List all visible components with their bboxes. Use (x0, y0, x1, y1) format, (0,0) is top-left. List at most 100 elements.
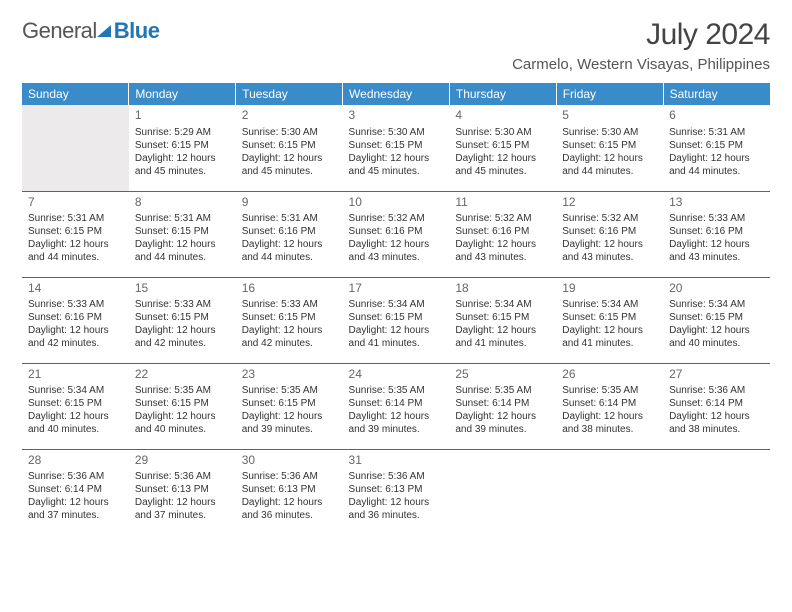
day-number: 14 (28, 281, 123, 297)
daylight-line: Daylight: 12 hours and 41 minutes. (455, 324, 550, 350)
sunset-line: Sunset: 6:15 PM (28, 397, 123, 410)
calendar-row: 21Sunrise: 5:34 AMSunset: 6:15 PMDayligh… (22, 363, 770, 449)
day-number: 22 (135, 367, 230, 383)
sunrise-line: Sunrise: 5:30 AM (455, 126, 550, 139)
day-number: 17 (349, 281, 444, 297)
daylight-line: Daylight: 12 hours and 38 minutes. (669, 410, 764, 436)
calendar-cell: 13Sunrise: 5:33 AMSunset: 6:16 PMDayligh… (663, 191, 770, 277)
calendar-cell: 18Sunrise: 5:34 AMSunset: 6:15 PMDayligh… (449, 277, 556, 363)
logo-triangle-icon (97, 25, 111, 37)
brand-part1: General (22, 18, 97, 44)
calendar-cell: 6Sunrise: 5:31 AMSunset: 6:15 PMDaylight… (663, 105, 770, 191)
day-number: 18 (455, 281, 550, 297)
daylight-line: Daylight: 12 hours and 41 minutes. (562, 324, 657, 350)
sunset-line: Sunset: 6:13 PM (349, 483, 444, 496)
calendar-cell: 24Sunrise: 5:35 AMSunset: 6:14 PMDayligh… (343, 363, 450, 449)
daylight-line: Daylight: 12 hours and 43 minutes. (669, 238, 764, 264)
daylight-line: Daylight: 12 hours and 43 minutes. (349, 238, 444, 264)
sunrise-line: Sunrise: 5:33 AM (669, 212, 764, 225)
calendar-cell (663, 449, 770, 535)
calendar-cell: 30Sunrise: 5:36 AMSunset: 6:13 PMDayligh… (236, 449, 343, 535)
sunrise-line: Sunrise: 5:31 AM (28, 212, 123, 225)
calendar-cell: 26Sunrise: 5:35 AMSunset: 6:14 PMDayligh… (556, 363, 663, 449)
sunset-line: Sunset: 6:15 PM (135, 397, 230, 410)
calendar-cell: 3Sunrise: 5:30 AMSunset: 6:15 PMDaylight… (343, 105, 450, 191)
calendar-cell: 22Sunrise: 5:35 AMSunset: 6:15 PMDayligh… (129, 363, 236, 449)
calendar-cell (449, 449, 556, 535)
sunset-line: Sunset: 6:14 PM (562, 397, 657, 410)
calendar-cell: 31Sunrise: 5:36 AMSunset: 6:13 PMDayligh… (343, 449, 450, 535)
sunrise-line: Sunrise: 5:35 AM (242, 384, 337, 397)
day-number: 13 (669, 195, 764, 211)
page-title: July 2024 (512, 18, 770, 52)
sunset-line: Sunset: 6:16 PM (349, 225, 444, 238)
sunrise-line: Sunrise: 5:30 AM (242, 126, 337, 139)
weekday-header: Wednesday (343, 83, 450, 105)
daylight-line: Daylight: 12 hours and 39 minutes. (349, 410, 444, 436)
sunrise-line: Sunrise: 5:30 AM (349, 126, 444, 139)
header: GeneralBlue July 2024 Carmelo, Western V… (22, 18, 770, 73)
daylight-line: Daylight: 12 hours and 43 minutes. (562, 238, 657, 264)
daylight-line: Daylight: 12 hours and 40 minutes. (28, 410, 123, 436)
day-number: 31 (349, 453, 444, 469)
daylight-line: Daylight: 12 hours and 42 minutes. (28, 324, 123, 350)
weekday-header-row: Sunday Monday Tuesday Wednesday Thursday… (22, 83, 770, 105)
sunrise-line: Sunrise: 5:34 AM (562, 298, 657, 311)
sunset-line: Sunset: 6:13 PM (242, 483, 337, 496)
sunset-line: Sunset: 6:15 PM (455, 311, 550, 324)
day-number: 10 (349, 195, 444, 211)
sunset-line: Sunset: 6:15 PM (562, 311, 657, 324)
sunset-line: Sunset: 6:16 PM (242, 225, 337, 238)
sunrise-line: Sunrise: 5:36 AM (349, 470, 444, 483)
calendar-cell: 20Sunrise: 5:34 AMSunset: 6:15 PMDayligh… (663, 277, 770, 363)
calendar-table: Sunday Monday Tuesday Wednesday Thursday… (22, 83, 770, 535)
daylight-line: Daylight: 12 hours and 42 minutes. (242, 324, 337, 350)
daylight-line: Daylight: 12 hours and 43 minutes. (455, 238, 550, 264)
location-subtitle: Carmelo, Western Visayas, Philippines (512, 56, 770, 73)
sunrise-line: Sunrise: 5:36 AM (242, 470, 337, 483)
calendar-cell: 27Sunrise: 5:36 AMSunset: 6:14 PMDayligh… (663, 363, 770, 449)
sunset-line: Sunset: 6:15 PM (669, 311, 764, 324)
calendar-row: 1Sunrise: 5:29 AMSunset: 6:15 PMDaylight… (22, 105, 770, 191)
calendar-cell: 1Sunrise: 5:29 AMSunset: 6:15 PMDaylight… (129, 105, 236, 191)
sunset-line: Sunset: 6:13 PM (135, 483, 230, 496)
sunset-line: Sunset: 6:16 PM (455, 225, 550, 238)
calendar-cell: 11Sunrise: 5:32 AMSunset: 6:16 PMDayligh… (449, 191, 556, 277)
weekday-header: Monday (129, 83, 236, 105)
day-number: 28 (28, 453, 123, 469)
sunset-line: Sunset: 6:15 PM (28, 225, 123, 238)
daylight-line: Daylight: 12 hours and 42 minutes. (135, 324, 230, 350)
calendar-cell: 5Sunrise: 5:30 AMSunset: 6:15 PMDaylight… (556, 105, 663, 191)
sunrise-line: Sunrise: 5:31 AM (135, 212, 230, 225)
calendar-cell (22, 105, 129, 191)
daylight-line: Daylight: 12 hours and 45 minutes. (135, 152, 230, 178)
sunset-line: Sunset: 6:15 PM (349, 311, 444, 324)
day-number: 25 (455, 367, 550, 383)
day-number: 23 (242, 367, 337, 383)
day-number: 30 (242, 453, 337, 469)
calendar-cell: 19Sunrise: 5:34 AMSunset: 6:15 PMDayligh… (556, 277, 663, 363)
sunset-line: Sunset: 6:15 PM (562, 139, 657, 152)
sunrise-line: Sunrise: 5:33 AM (28, 298, 123, 311)
weekday-header: Saturday (663, 83, 770, 105)
weekday-header: Sunday (22, 83, 129, 105)
calendar-row: 7Sunrise: 5:31 AMSunset: 6:15 PMDaylight… (22, 191, 770, 277)
sunrise-line: Sunrise: 5:35 AM (135, 384, 230, 397)
day-number: 27 (669, 367, 764, 383)
sunset-line: Sunset: 6:15 PM (242, 311, 337, 324)
sunrise-line: Sunrise: 5:32 AM (562, 212, 657, 225)
calendar-cell: 4Sunrise: 5:30 AMSunset: 6:15 PMDaylight… (449, 105, 556, 191)
sunset-line: Sunset: 6:15 PM (455, 139, 550, 152)
calendar-cell: 28Sunrise: 5:36 AMSunset: 6:14 PMDayligh… (22, 449, 129, 535)
day-number: 3 (349, 108, 444, 124)
sunrise-line: Sunrise: 5:35 AM (455, 384, 550, 397)
sunrise-line: Sunrise: 5:34 AM (28, 384, 123, 397)
daylight-line: Daylight: 12 hours and 45 minutes. (242, 152, 337, 178)
day-number: 2 (242, 108, 337, 124)
daylight-line: Daylight: 12 hours and 39 minutes. (455, 410, 550, 436)
sunrise-line: Sunrise: 5:34 AM (455, 298, 550, 311)
daylight-line: Daylight: 12 hours and 39 minutes. (242, 410, 337, 436)
day-number: 8 (135, 195, 230, 211)
calendar-cell: 9Sunrise: 5:31 AMSunset: 6:16 PMDaylight… (236, 191, 343, 277)
day-number: 11 (455, 195, 550, 211)
